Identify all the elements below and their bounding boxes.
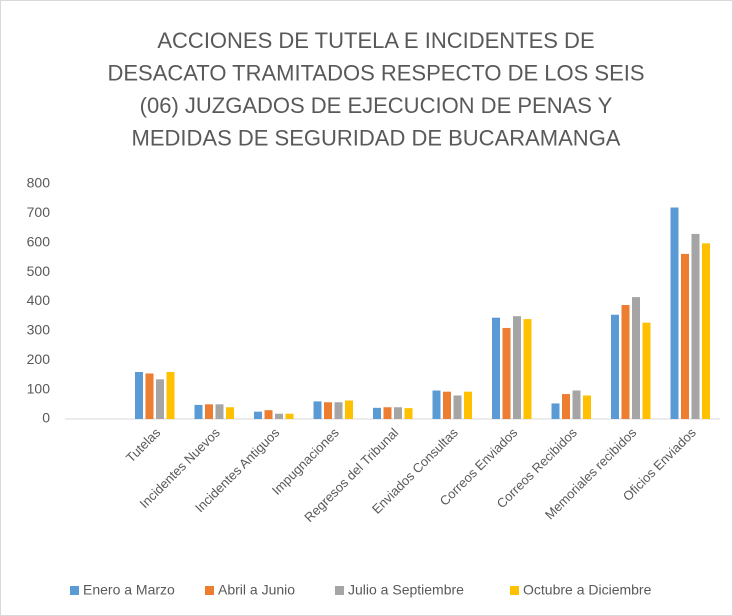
bar bbox=[691, 233, 700, 419]
bar bbox=[432, 390, 441, 419]
bar bbox=[492, 317, 500, 419]
bar bbox=[373, 407, 381, 419]
bar bbox=[394, 407, 402, 419]
bar bbox=[166, 372, 175, 419]
legend-swatch bbox=[335, 586, 344, 595]
bar bbox=[642, 322, 651, 419]
bar bbox=[611, 314, 619, 419]
bar bbox=[551, 403, 560, 419]
y-tick-label: 500 bbox=[27, 263, 51, 279]
bar bbox=[702, 243, 710, 419]
y-tick-label: 700 bbox=[27, 204, 51, 220]
bar bbox=[264, 410, 273, 419]
bar bbox=[145, 373, 154, 419]
legend-label: Julio a Septiembre bbox=[348, 582, 464, 598]
bar bbox=[404, 408, 413, 419]
legend-label: Abril a Junio bbox=[218, 582, 295, 598]
legend-swatch bbox=[205, 586, 214, 595]
bar bbox=[632, 297, 640, 419]
bar bbox=[215, 404, 224, 419]
bar bbox=[313, 401, 322, 419]
legend-swatch bbox=[510, 586, 519, 595]
bar bbox=[275, 413, 283, 419]
bar bbox=[513, 316, 521, 419]
y-tick-label: 400 bbox=[27, 292, 51, 308]
bar bbox=[345, 400, 353, 419]
bar bbox=[670, 207, 679, 419]
bar bbox=[583, 395, 591, 419]
bar bbox=[443, 391, 451, 419]
y-tick-label: 200 bbox=[27, 351, 51, 367]
legend-label: Enero a Marzo bbox=[83, 582, 175, 598]
bar bbox=[135, 372, 143, 419]
y-tick-label: 100 bbox=[27, 380, 51, 396]
bar bbox=[681, 253, 689, 419]
bar bbox=[621, 305, 630, 419]
bar bbox=[562, 394, 570, 419]
bar bbox=[502, 327, 511, 419]
y-tick-label: 800 bbox=[27, 175, 51, 191]
y-tick-label: 600 bbox=[27, 233, 51, 249]
chart-title: (06) JUZGADOS DE EJECUCION DE PENAS Y bbox=[140, 93, 613, 118]
bar bbox=[156, 379, 164, 419]
bar bbox=[383, 407, 392, 419]
legend-swatch bbox=[70, 586, 79, 595]
bar bbox=[324, 402, 332, 419]
bar bbox=[453, 395, 462, 419]
y-tick-label: 300 bbox=[27, 322, 51, 338]
chart-title: MEDIDAS DE SEGURIDAD DE BUCARAMANGA bbox=[132, 125, 621, 150]
bar bbox=[523, 319, 532, 419]
bar bbox=[254, 411, 262, 419]
bar bbox=[194, 404, 203, 419]
bar bbox=[572, 390, 581, 419]
chart-title: ACCIONES DE TUTELA E INCIDENTES DE bbox=[157, 28, 594, 53]
y-tick-label: 0 bbox=[42, 410, 50, 426]
bar bbox=[226, 407, 234, 419]
chart-title: DESACATO TRAMITADOS RESPECTO DE LOS SEIS bbox=[107, 60, 644, 85]
legend-label: Octubre a Diciembre bbox=[523, 582, 652, 598]
bar bbox=[334, 402, 343, 419]
bar bbox=[285, 413, 294, 419]
bar bbox=[464, 391, 472, 419]
bar bbox=[205, 404, 213, 419]
